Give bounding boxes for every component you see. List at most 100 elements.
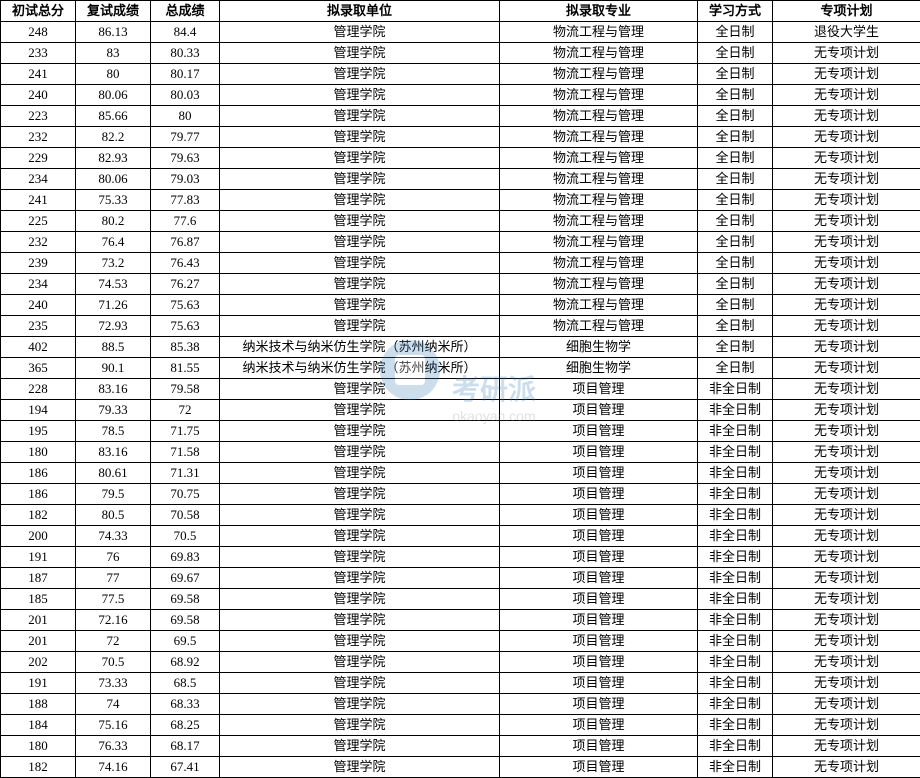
table-cell: 241 xyxy=(1,64,76,85)
table-cell: 76 xyxy=(76,547,151,568)
table-cell: 全日制 xyxy=(698,43,773,64)
table-row: 19578.571.75管理学院项目管理非全日制无专项计划 xyxy=(1,421,920,442)
table-cell: 235 xyxy=(1,316,76,337)
table-cell: 非全日制 xyxy=(698,400,773,421)
table-cell: 项目管理 xyxy=(500,442,698,463)
table-cell: 75.63 xyxy=(151,316,220,337)
table-cell: 71.31 xyxy=(151,463,220,484)
table-cell: 管理学院 xyxy=(220,442,500,463)
table-cell: 234 xyxy=(1,169,76,190)
table-cell: 全日制 xyxy=(698,22,773,43)
table-cell: 187 xyxy=(1,568,76,589)
table-cell: 项目管理 xyxy=(500,421,698,442)
table-cell: 191 xyxy=(1,547,76,568)
table-row: 22580.277.6管理学院物流工程与管理全日制无专项计划 xyxy=(1,211,920,232)
table-row: 23276.476.87管理学院物流工程与管理全日制无专项计划 xyxy=(1,232,920,253)
table-cell: 非全日制 xyxy=(698,547,773,568)
table-row: 23474.5376.27管理学院物流工程与管理全日制无专项计划 xyxy=(1,274,920,295)
table-cell: 88.5 xyxy=(76,337,151,358)
table-cell: 项目管理 xyxy=(500,484,698,505)
table-cell: 75.33 xyxy=(76,190,151,211)
table-cell: 78.5 xyxy=(76,421,151,442)
table-cell: 全日制 xyxy=(698,358,773,379)
table-row: 23572.9375.63管理学院物流工程与管理全日制无专项计划 xyxy=(1,316,920,337)
col-header-retest-score: 复试成绩 xyxy=(76,1,151,22)
table-cell: 无专项计划 xyxy=(773,148,920,169)
table-cell: 全日制 xyxy=(698,232,773,253)
table-row: 19173.3368.5管理学院项目管理非全日制无专项计划 xyxy=(1,673,920,694)
table-cell: 管理学院 xyxy=(220,127,500,148)
table-cell: 非全日制 xyxy=(698,421,773,442)
table-cell: 77.5 xyxy=(76,589,151,610)
table-cell: 管理学院 xyxy=(220,421,500,442)
table-cell: 管理学院 xyxy=(220,22,500,43)
table-cell: 管理学院 xyxy=(220,232,500,253)
table-cell: 管理学院 xyxy=(220,505,500,526)
table-row: 1917669.83管理学院项目管理非全日制无专项计划 xyxy=(1,547,920,568)
table-cell: 74.16 xyxy=(76,757,151,778)
table-cell: 79.5 xyxy=(76,484,151,505)
table-cell: 物流工程与管理 xyxy=(500,127,698,148)
table-cell: 74.33 xyxy=(76,526,151,547)
table-row: 24071.2675.63管理学院物流工程与管理全日制无专项计划 xyxy=(1,295,920,316)
table-cell: 项目管理 xyxy=(500,379,698,400)
table-row: 20074.3370.5管理学院项目管理非全日制无专项计划 xyxy=(1,526,920,547)
table-row: 40288.585.38纳米技术与纳米仿生学院（苏州纳米所）细胞生物学全日制无专… xyxy=(1,337,920,358)
table-cell: 232 xyxy=(1,232,76,253)
table-cell: 无专项计划 xyxy=(773,64,920,85)
table-cell: 68.92 xyxy=(151,652,220,673)
table-row: 23973.276.43管理学院物流工程与管理全日制无专项计划 xyxy=(1,253,920,274)
table-cell: 管理学院 xyxy=(220,295,500,316)
table-cell: 77.83 xyxy=(151,190,220,211)
table-row: 18076.3368.17管理学院项目管理非全日制无专项计划 xyxy=(1,736,920,757)
table-cell: 70.75 xyxy=(151,484,220,505)
table-cell: 细胞生物学 xyxy=(500,337,698,358)
table-cell: 管理学院 xyxy=(220,463,500,484)
table-cell: 195 xyxy=(1,421,76,442)
table-cell: 物流工程与管理 xyxy=(500,295,698,316)
table-cell: 无专项计划 xyxy=(773,274,920,295)
table-cell: 84.4 xyxy=(151,22,220,43)
table-cell: 管理学院 xyxy=(220,715,500,736)
table-cell: 无专项计划 xyxy=(773,295,920,316)
table-cell: 86.13 xyxy=(76,22,151,43)
table-cell: 非全日制 xyxy=(698,610,773,631)
table-cell: 物流工程与管理 xyxy=(500,106,698,127)
table-cell: 全日制 xyxy=(698,316,773,337)
table-cell: 无专项计划 xyxy=(773,211,920,232)
table-cell: 85.38 xyxy=(151,337,220,358)
table-cell: 223 xyxy=(1,106,76,127)
table-row: 24175.3377.83管理学院物流工程与管理全日制无专项计划 xyxy=(1,190,920,211)
table-cell: 232 xyxy=(1,127,76,148)
table-row: 24080.0680.03管理学院物流工程与管理全日制无专项计划 xyxy=(1,85,920,106)
table-cell: 无专项计划 xyxy=(773,337,920,358)
table-cell: 无专项计划 xyxy=(773,190,920,211)
table-cell: 项目管理 xyxy=(500,673,698,694)
col-header-total-score: 总成绩 xyxy=(151,1,220,22)
table-cell: 194 xyxy=(1,400,76,421)
table-cell: 无专项计划 xyxy=(773,106,920,127)
table-cell: 184 xyxy=(1,715,76,736)
table-cell: 非全日制 xyxy=(698,736,773,757)
table-cell: 191 xyxy=(1,673,76,694)
table-cell: 管理学院 xyxy=(220,736,500,757)
table-cell: 全日制 xyxy=(698,106,773,127)
table-cell: 76.43 xyxy=(151,253,220,274)
table-cell: 240 xyxy=(1,295,76,316)
table-cell: 物流工程与管理 xyxy=(500,253,698,274)
table-cell: 80.06 xyxy=(76,85,151,106)
table-cell: 无专项计划 xyxy=(773,379,920,400)
table-row: 1877769.67管理学院项目管理非全日制无专项计划 xyxy=(1,568,920,589)
table-cell: 项目管理 xyxy=(500,589,698,610)
table-cell: 管理学院 xyxy=(220,757,500,778)
table-cell: 80 xyxy=(76,64,151,85)
table-cell: 201 xyxy=(1,631,76,652)
table-cell: 无专项计划 xyxy=(773,673,920,694)
table-cell: 管理学院 xyxy=(220,589,500,610)
table-cell: 72 xyxy=(151,400,220,421)
table-cell: 73.2 xyxy=(76,253,151,274)
table-cell: 非全日制 xyxy=(698,673,773,694)
table-cell: 71.26 xyxy=(76,295,151,316)
table-cell: 非全日制 xyxy=(698,757,773,778)
table-body: 24886.1384.4管理学院物流工程与管理全日制退役大学生2338380.3… xyxy=(1,22,920,778)
